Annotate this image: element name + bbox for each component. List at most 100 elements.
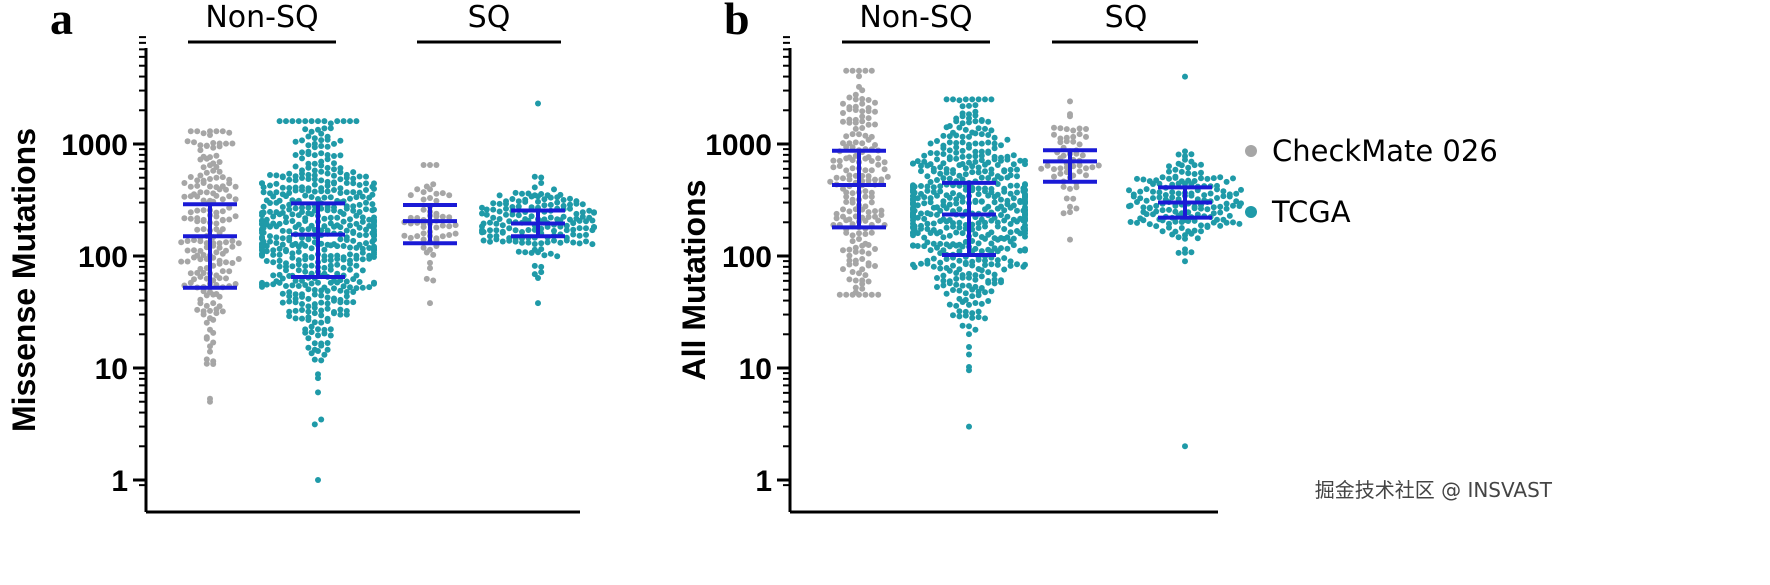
panel-a-dot-tcga xyxy=(305,317,312,323)
panel-a-dot-tcga xyxy=(366,216,373,223)
panel-b-dot-tcga xyxy=(921,215,928,222)
panel-b-dot-tcga xyxy=(934,275,940,281)
panel-a-dot-checkmate xyxy=(207,398,213,405)
panel-b-dot-checkmate xyxy=(862,167,869,174)
panel-a-dot-tcga xyxy=(525,227,532,233)
panel-a-dot-tcga xyxy=(289,282,296,289)
panel-a-dot-tcga xyxy=(567,205,573,212)
panel-a-dot-checkmate xyxy=(229,238,236,244)
panel-a-dot-tcga xyxy=(305,303,312,310)
panel-a-dot-tcga xyxy=(343,205,350,212)
panel-a-dot-tcga xyxy=(541,252,548,259)
panel-b-dot-tcga xyxy=(988,166,995,173)
panel-b-dot-tcga xyxy=(934,244,940,251)
panel-a-dot-tcga xyxy=(324,170,331,177)
panel-b-dot-tcga xyxy=(1182,73,1188,80)
panel-b-dot-tcga xyxy=(959,147,966,154)
panel-a-dot-checkmate xyxy=(210,167,217,174)
panel-a-dot-tcga xyxy=(331,180,337,187)
panel-b-dot-tcga xyxy=(988,96,995,103)
panel-a-dot-tcga xyxy=(331,310,337,317)
panel-a-dot-checkmate xyxy=(407,192,414,199)
panel-b-dot-checkmate xyxy=(840,118,846,125)
panel-b-dot-tcga xyxy=(959,194,966,201)
panel-a-dot-tcga xyxy=(302,126,309,133)
panel-b-dot-tcga xyxy=(994,205,1001,212)
panel-b-dot-tcga xyxy=(1188,192,1195,199)
panel-a-dot-tcga xyxy=(327,194,334,201)
panel-a-dot-checkmate xyxy=(203,360,210,367)
panel-a-dot-tcga xyxy=(305,133,312,140)
panel-a-dot-tcga xyxy=(292,299,299,306)
panel-b-dot-tcga xyxy=(959,282,966,289)
panel-a-dot-tcga xyxy=(295,118,302,125)
panel-a-dot-checkmate xyxy=(181,180,188,186)
panel-a-dot-checkmate xyxy=(178,239,185,246)
panel-b-dot-checkmate xyxy=(875,217,882,224)
panel-b-dot-tcga xyxy=(924,173,931,180)
panel-b-dot-checkmate xyxy=(875,291,882,298)
panel-a-dot-tcga xyxy=(337,224,344,231)
panel-b-dot-tcga xyxy=(975,185,982,192)
panel-a-dot-checkmate xyxy=(203,155,210,162)
panel-b-dot-checkmate xyxy=(875,161,882,168)
panel-b-dot-tcga xyxy=(972,130,979,137)
panel-a-dot-tcga xyxy=(321,257,328,264)
panel-b-dot-tcga xyxy=(1204,175,1211,182)
panel-a-dot-checkmate xyxy=(433,213,440,220)
panel-a-dot-tcga xyxy=(318,319,325,326)
plot-layer: 1 10 100 1000 1 10 100 1000 xyxy=(61,36,1244,514)
panel-a-dot-tcga xyxy=(337,137,344,144)
panel-a-dot-tcga xyxy=(311,304,318,311)
panel-b-dot-checkmate xyxy=(849,190,856,197)
panel-a-dot-tcga xyxy=(347,284,353,291)
panel-b-dot-checkmate xyxy=(1051,173,1057,180)
panel-b-dot-tcga xyxy=(934,230,940,237)
panel-a-dot-tcga xyxy=(583,225,589,232)
panel-b-dot-tcga xyxy=(1198,169,1204,176)
panel-b-dot-tcga xyxy=(982,235,988,242)
panel-b-dot-tcga xyxy=(1140,176,1147,183)
panel-b-dot-tcga xyxy=(914,202,921,209)
panel-a-dot-tcga xyxy=(563,227,570,234)
panel-a-dot-tcga xyxy=(331,140,337,147)
panel-b-dot-tcga xyxy=(1178,162,1185,169)
panel-b-dot-tcga xyxy=(946,243,953,250)
panel-b-dot-tcga xyxy=(940,132,947,139)
panel-b-dot-tcga xyxy=(1153,202,1160,209)
panel-a-dot-tcga xyxy=(487,227,493,234)
panel-a-dot-checkmate xyxy=(197,147,204,154)
panel-b-dot-tcga xyxy=(1146,221,1153,228)
panel-a-dot-checkmate xyxy=(430,181,437,188)
panel-a-dot-tcga xyxy=(487,219,493,226)
panel-b-dot-tcga xyxy=(924,260,931,267)
panel-a-dot-tcga xyxy=(541,196,548,203)
panel-a-dot-tcga xyxy=(490,200,497,207)
panel-a-dot-tcga xyxy=(315,326,321,333)
panel-a-dot-checkmate xyxy=(210,329,217,336)
panel-b-dot-checkmate xyxy=(852,139,859,146)
panel-a-dot-checkmate xyxy=(207,176,213,182)
panel-b-dot-tcga xyxy=(950,96,956,103)
panel-a-dot-tcga xyxy=(327,266,334,273)
panel-a-dot-tcga xyxy=(371,251,377,258)
panel-b-dot-checkmate xyxy=(1070,127,1077,134)
panel-a-dot-checkmate xyxy=(200,226,207,233)
panel-b-dot-tcga xyxy=(1191,171,1198,177)
panel-a-dot-tcga xyxy=(321,223,328,230)
panel-a-dot-tcga xyxy=(327,253,334,259)
panel-a-dot-tcga xyxy=(347,216,353,223)
panel-b-dot-checkmate xyxy=(862,231,869,237)
panel-a-dot-tcga xyxy=(350,230,357,236)
panel-a-dot-checkmate xyxy=(178,258,185,265)
panel-b-dot-tcga xyxy=(959,133,966,140)
panel-b-dot-checkmate xyxy=(1070,195,1077,202)
panel-b-dot-checkmate xyxy=(849,131,856,138)
panel-a-dot-checkmate xyxy=(427,300,433,307)
panel-a-dot-tcga xyxy=(356,173,363,180)
panel-b-dot-tcga xyxy=(1182,258,1188,265)
panel-b-dot-checkmate xyxy=(843,133,850,140)
panel-a-dot-tcga xyxy=(259,279,265,286)
panel-b-dot-checkmate xyxy=(868,158,875,164)
panel-a-dot-tcga xyxy=(302,329,309,336)
